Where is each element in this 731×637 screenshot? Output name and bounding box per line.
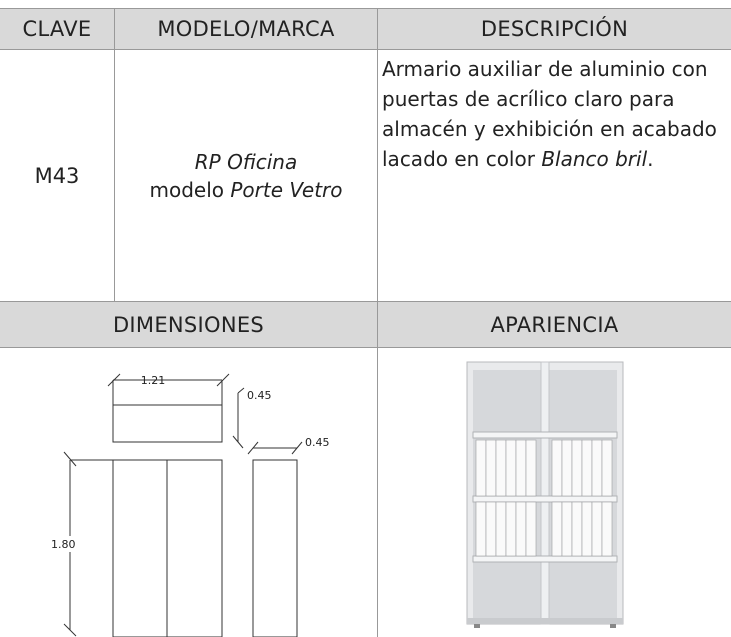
description: Armario auxiliar de aluminio con puertas… bbox=[382, 54, 731, 174]
side-view bbox=[252, 459, 298, 637]
dim-tick bbox=[216, 373, 230, 387]
header-cell: APARIENCIA bbox=[378, 302, 731, 348]
dim-tick bbox=[232, 435, 244, 449]
header-text: MODELO/MARCA bbox=[157, 17, 335, 41]
dim-label: 0.45 bbox=[247, 389, 272, 402]
dim-label: 1.80 bbox=[51, 538, 76, 551]
foot bbox=[474, 624, 480, 628]
dim-tick bbox=[107, 373, 121, 387]
dimensions-cell: 1.21 0.45 0.45 1.80 bbox=[0, 348, 378, 637]
finish: Blanco bril bbox=[541, 147, 648, 171]
dimension-drawing: 1.21 0.45 0.45 1.80 bbox=[50, 373, 330, 637]
description-text: Armario auxiliar de aluminio con puertas… bbox=[382, 57, 717, 171]
plinth bbox=[467, 618, 623, 624]
header-cell: DIMENSIONES bbox=[0, 302, 378, 348]
divider bbox=[540, 361, 550, 625]
model-line: modelo Porte Vetro bbox=[149, 176, 342, 204]
model: Porte Vetro bbox=[230, 177, 343, 202]
header-cell: CLAVE bbox=[0, 8, 115, 50]
finish-suffix: . bbox=[647, 147, 654, 171]
dim-tick bbox=[247, 441, 259, 455]
dim-tick bbox=[291, 441, 303, 455]
cabinet-image bbox=[466, 361, 624, 628]
dim-tick bbox=[237, 387, 245, 394]
shelves bbox=[472, 431, 618, 563]
dim-label: 0.45 bbox=[305, 436, 330, 449]
header-text: DESCRIPCIÓN bbox=[480, 17, 629, 41]
description-cell: Armario auxiliar de aluminio con puertas… bbox=[378, 50, 731, 302]
dim-tick bbox=[63, 623, 77, 637]
clave-cell: M43 bbox=[0, 50, 115, 302]
top-view bbox=[112, 404, 223, 443]
model-prefix: modelo bbox=[149, 177, 224, 202]
header-text: APARIENCIA bbox=[490, 312, 619, 337]
brand: RP Oficina bbox=[194, 149, 298, 174]
appearance-cell bbox=[378, 348, 731, 637]
header-text: DIMENSIONES bbox=[112, 312, 265, 337]
label-bg bbox=[50, 536, 80, 552]
header-cell: MODELO/MARCA bbox=[115, 8, 378, 50]
model-cell: RP Oficina modelo Porte Vetro bbox=[115, 50, 378, 302]
foot bbox=[610, 624, 616, 628]
clave: M43 bbox=[34, 163, 80, 188]
binders bbox=[475, 439, 613, 557]
dim-tick bbox=[63, 451, 77, 467]
header-text: CLAVE bbox=[22, 17, 92, 41]
dim-label: 1.21 bbox=[141, 374, 166, 387]
header-cell: DESCRIPCIÓN bbox=[378, 8, 731, 50]
